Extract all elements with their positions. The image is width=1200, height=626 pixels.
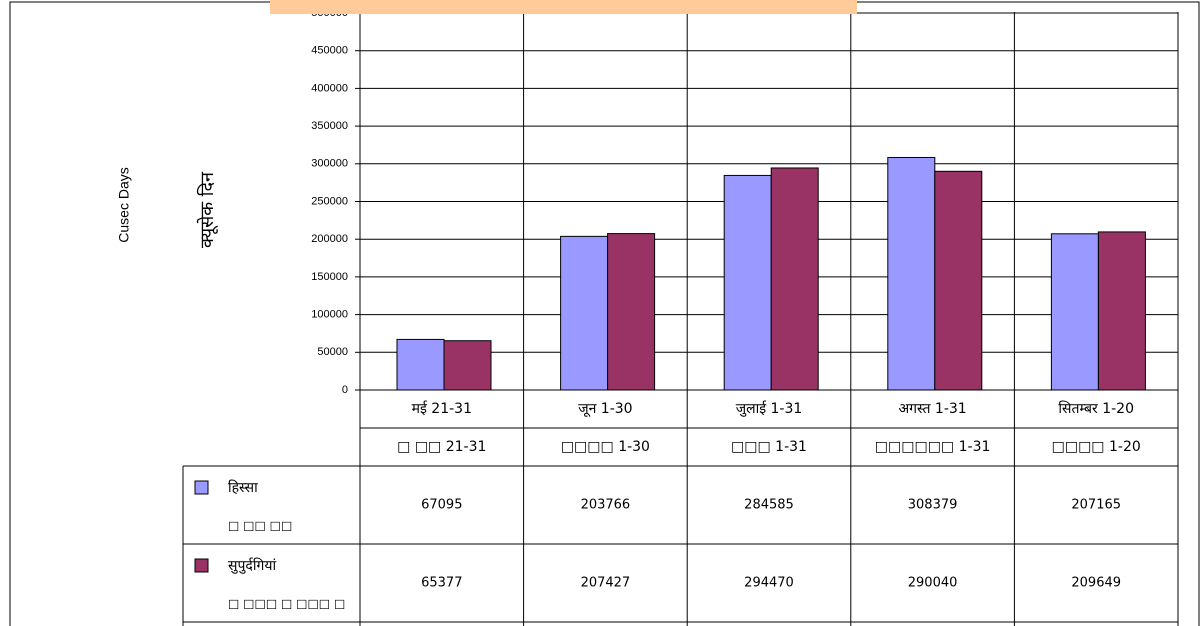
bar <box>1097 231 1146 391</box>
bar <box>396 338 445 391</box>
legend-label: हिस्सा <box>228 479 258 496</box>
bar <box>607 233 656 391</box>
y-tick-label: 450000 <box>311 45 348 57</box>
x-tick-label: जुलाई 1-31 <box>736 400 803 417</box>
legend-label-alt: □ □□ □□ <box>228 519 292 533</box>
y-tick-label: 350000 <box>311 120 348 132</box>
table-value: 290040 <box>908 576 958 591</box>
bar <box>887 156 936 391</box>
table-value: 207427 <box>581 576 631 591</box>
y-tick-label: 250000 <box>311 195 348 207</box>
x-tick-label-alt: □ □□ 21-31 <box>397 439 486 455</box>
bar <box>443 340 492 391</box>
y-tick-label: 100000 <box>311 309 348 321</box>
legend-swatch <box>194 480 209 495</box>
table-value: 209649 <box>1071 576 1121 591</box>
y-tick-label: 400000 <box>311 82 348 94</box>
x-tick-label-alt: □□□□□□ 1-31 <box>875 439 991 455</box>
table-value: 65377 <box>421 576 462 591</box>
x-tick-label: सितम्बर 1-20 <box>1058 400 1134 417</box>
banner <box>270 0 857 14</box>
x-tick-label-alt: □□□□ 1-20 <box>1052 439 1141 455</box>
bar <box>723 174 772 391</box>
x-tick-label-alt: □□□□ 1-30 <box>561 439 650 455</box>
y-tick-label: 200000 <box>311 233 348 245</box>
legend-label: सुपुर्दगियां <box>228 557 276 574</box>
x-tick-label: अगस्त 1-31 <box>898 401 966 417</box>
table-value: 207165 <box>1071 498 1121 513</box>
y-axis-label-hindi: क्यूसेक दिन <box>196 171 218 248</box>
bar <box>560 235 609 391</box>
y-tick-label: 300000 <box>311 158 348 170</box>
y-axis-label: Cusec Days <box>116 167 132 242</box>
bar <box>934 170 983 391</box>
x-tick-label-alt: □□□ 1-31 <box>731 439 807 455</box>
table-value: 203766 <box>581 498 631 513</box>
legend-swatch <box>194 558 209 573</box>
y-tick-label: 50000 <box>317 346 348 358</box>
x-tick-label: मई 21-31 <box>412 400 472 417</box>
x-tick-label: जून 1-30 <box>578 401 632 417</box>
table-value: 294470 <box>744 576 794 591</box>
legend-label-alt: □ □□□ □ □□□ □ <box>228 597 345 611</box>
bar <box>1050 233 1099 391</box>
table-value: 308379 <box>908 498 958 513</box>
y-tick-label: 0 <box>342 384 348 396</box>
bar <box>770 167 819 391</box>
table-value: 284585 <box>744 498 794 513</box>
y-tick-label: 150000 <box>311 271 348 283</box>
table-value: 67095 <box>421 498 462 513</box>
